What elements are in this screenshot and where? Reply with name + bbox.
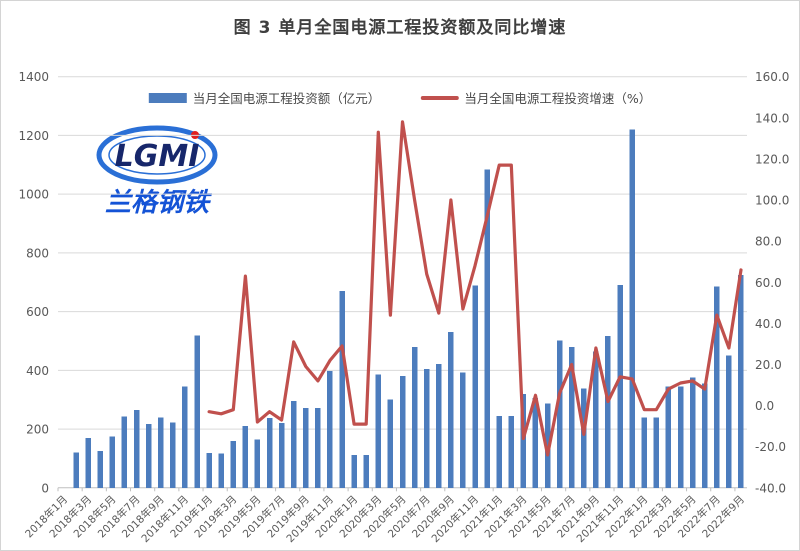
right-axis-labels: 160.0 140.0 120.0 100.0 80.0 60.0 40.0 20.0 0.0 -… (755, 70, 789, 495)
logo-text: LGMI (115, 139, 200, 174)
line-swatch-icon (420, 95, 459, 100)
bar (593, 351, 599, 488)
x-axis-labels: 2018年1月2018年3月2018年5月2018年7月2018年9月2018年… (23, 493, 748, 545)
bar (254, 439, 261, 488)
watermark-logo-graphic: LGMI 兰格钢铁 (96, 125, 218, 218)
left-axis-tick-label: 1400 (18, 70, 49, 84)
left-axis-tick-label: 1000 (18, 188, 49, 202)
bar (665, 386, 672, 488)
watermark-logo: LGMI 兰格钢铁 (89, 123, 229, 227)
left-axis-labels: 0 200 400 600 800 1000 1200 1400 (18, 70, 49, 495)
bar (641, 417, 647, 488)
bar (689, 377, 696, 488)
right-axis-tick-label: 0.0 (755, 399, 774, 413)
legend-label-growth: 当月全国电源工程投资增速（%） (464, 91, 652, 106)
bar (629, 129, 635, 488)
bar (339, 291, 345, 488)
bar (315, 407, 321, 488)
bar (496, 415, 502, 488)
bar (472, 285, 478, 488)
bar (145, 424, 152, 488)
right-axis-tick-label: -40.0 (755, 481, 786, 495)
bar (218, 453, 224, 488)
bar (327, 371, 333, 488)
bar (230, 440, 237, 488)
bar (121, 416, 128, 488)
bar (726, 355, 732, 488)
right-axis-tick-label: 80.0 (755, 235, 782, 249)
right-axis-tick-label: -20.0 (755, 440, 786, 454)
bar (290, 401, 297, 488)
bar (423, 368, 430, 488)
right-axis-tick-label: 60.0 (755, 276, 782, 290)
left-axis-tick-label: 200 (26, 423, 49, 437)
bar (544, 403, 551, 488)
bar (738, 274, 744, 488)
bar (266, 417, 273, 488)
bar (436, 363, 442, 488)
bar (701, 383, 708, 488)
chart-title: 图 3 单月全国电源工程投资额及同比增速 (233, 18, 567, 38)
bar (133, 409, 140, 488)
right-axis-tick-label: 140.0 (755, 111, 789, 125)
bar (714, 286, 720, 488)
bar (351, 454, 357, 488)
x-axis (57, 487, 747, 492)
bar (605, 335, 611, 488)
bar (109, 436, 116, 488)
trend-line (207, 120, 743, 457)
right-axis-tick-label: 40.0 (755, 317, 782, 331)
bar (532, 398, 539, 488)
bar (375, 374, 382, 488)
left-axis-tick-label: 400 (26, 364, 49, 378)
bar (194, 335, 200, 488)
left-axis-tick-label: 600 (26, 305, 49, 319)
logo-ring (96, 125, 218, 185)
legend-label-investment: 当月全国电源工程投资额（亿元） (192, 91, 381, 106)
bar (411, 347, 418, 488)
bar (158, 417, 164, 488)
legend-item-investment: 当月全国电源工程投资额（亿元） (148, 88, 381, 107)
bar (97, 451, 104, 488)
right-axis-tick-label: 120.0 (755, 152, 789, 166)
bar (206, 453, 212, 488)
left-axis-tick-label: 0 (41, 481, 49, 495)
logo-subtext: 兰格钢铁 (105, 188, 213, 218)
left-axis-tick-label: 1200 (18, 129, 49, 143)
bar (653, 417, 660, 488)
bar (508, 415, 515, 488)
logo-inner-ring (108, 135, 206, 175)
bar (303, 407, 309, 488)
legend-item-growth: 当月全国电源工程投资增速（%） (420, 88, 651, 107)
right-axis-tick-label: 20.0 (755, 358, 782, 372)
bar (677, 386, 684, 488)
bar (520, 393, 527, 488)
bar (182, 386, 188, 488)
right-axis-tick-label: 160.0 (755, 70, 789, 84)
right-axis-tick-label: 100.0 (755, 194, 789, 208)
bar (617, 285, 623, 488)
bar-series (73, 129, 744, 488)
legend: 当月全国电源工程投资额（亿元） 当月全国电源工程投资增速（%） (148, 88, 651, 107)
bar (387, 399, 394, 488)
bar (460, 372, 466, 488)
bar (484, 169, 490, 488)
left-axis-tick-label: 800 (26, 246, 49, 260)
bar (85, 437, 91, 488)
bar (73, 452, 79, 488)
bar (568, 346, 575, 488)
bar (581, 388, 587, 488)
bar (556, 340, 563, 488)
bar (399, 376, 406, 488)
bar (242, 426, 249, 488)
bar (278, 422, 285, 488)
bar (170, 422, 176, 488)
bar (363, 454, 369, 488)
bar-swatch-icon (148, 92, 187, 103)
bar (448, 332, 454, 488)
